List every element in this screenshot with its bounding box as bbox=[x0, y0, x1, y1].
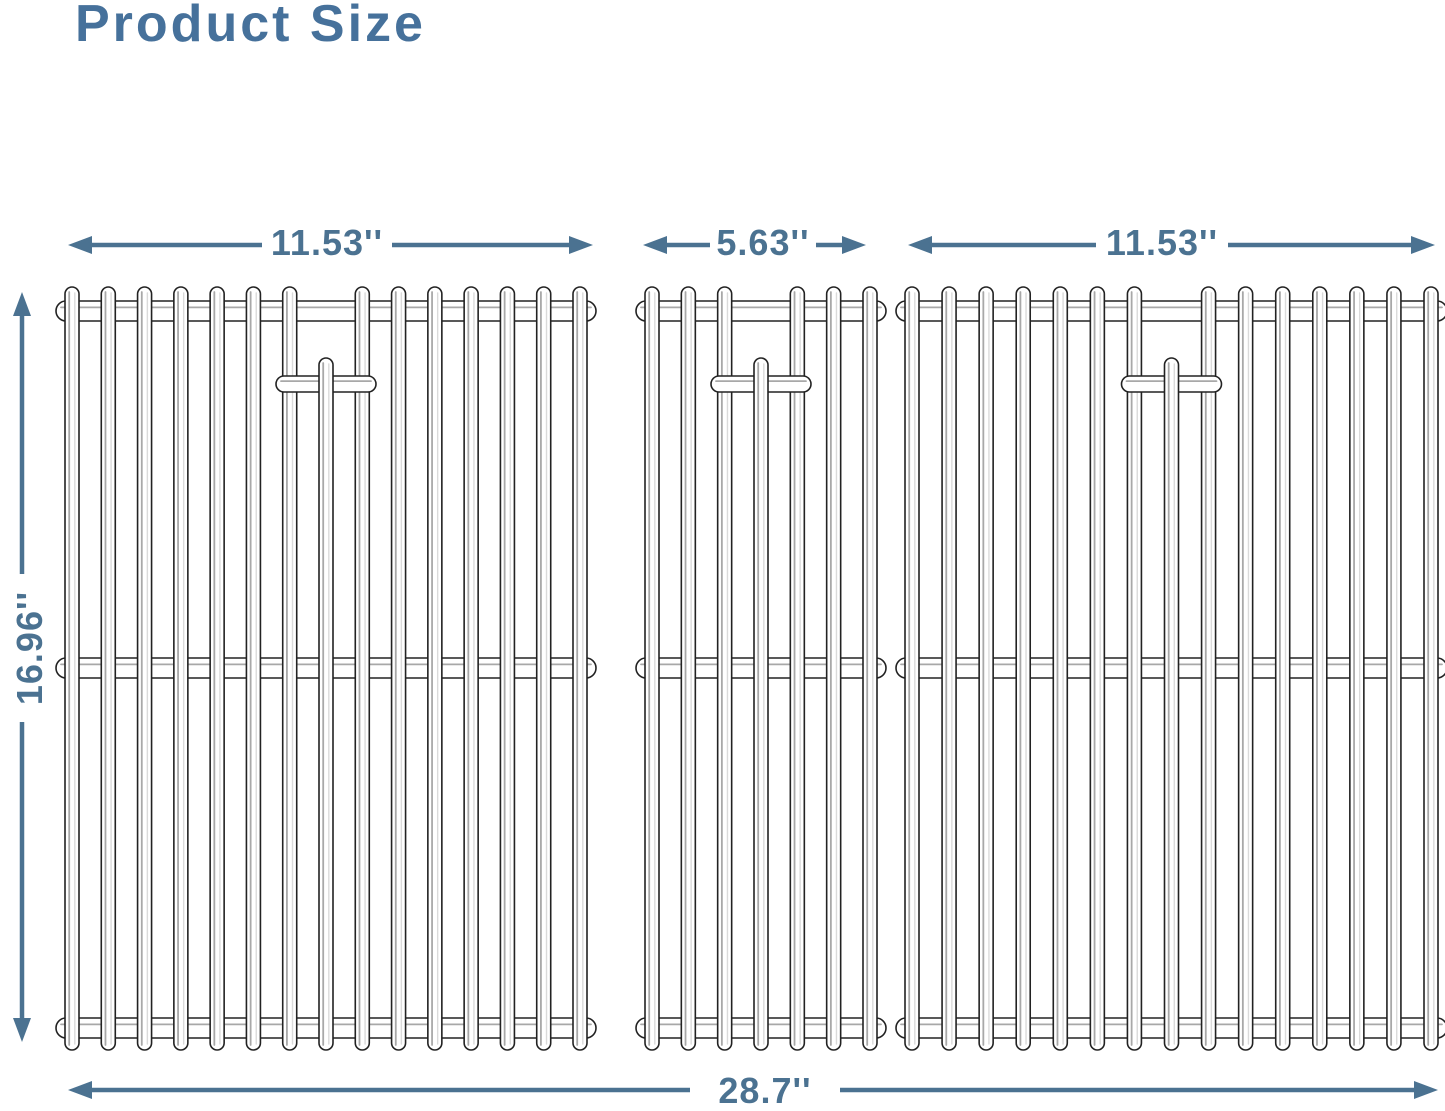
grate-rod bbox=[245, 286, 262, 1051]
dimension-label-panel-height: 16.96'' bbox=[9, 584, 50, 712]
grate-rod bbox=[789, 286, 806, 1051]
grate-rod bbox=[281, 286, 298, 1051]
grate-panel-right bbox=[895, 286, 1445, 1051]
width-arrow-right-panel bbox=[908, 236, 1435, 254]
grate-rod bbox=[535, 286, 552, 1051]
grate-rod bbox=[1311, 286, 1328, 1051]
dimension-label-right-panel-width: 11.53'' bbox=[1099, 223, 1225, 263]
dimension-label-left-panel-width: 11.53'' bbox=[264, 223, 390, 263]
total-width-arrow bbox=[68, 1081, 1438, 1099]
grate-rod bbox=[1089, 286, 1106, 1051]
grate-panel-middle bbox=[635, 286, 887, 1051]
grate-rod bbox=[1274, 286, 1291, 1051]
grate-rod bbox=[716, 286, 733, 1051]
grate-rod bbox=[1200, 286, 1217, 1051]
grate-rod bbox=[318, 357, 334, 1051]
grate-rod bbox=[499, 286, 516, 1051]
grate-rod bbox=[644, 286, 660, 1051]
grate-rod bbox=[978, 286, 994, 1051]
grate-rod bbox=[173, 286, 189, 1051]
grate-rod bbox=[572, 286, 588, 1051]
width-arrow-middle-panel bbox=[643, 236, 866, 254]
width-arrow-left-panel bbox=[68, 236, 593, 254]
grate-rod bbox=[463, 286, 479, 1051]
grate-rod bbox=[390, 286, 407, 1051]
grate-rod bbox=[1015, 286, 1032, 1051]
grate-rod bbox=[209, 286, 225, 1051]
grate-rod bbox=[100, 286, 117, 1051]
dimension-label-middle-panel-width: 5.63'' bbox=[710, 223, 816, 263]
grate-rod bbox=[680, 286, 697, 1051]
grate-rod bbox=[753, 357, 769, 1051]
grate-rod bbox=[941, 286, 957, 1051]
grate-rod bbox=[1423, 286, 1439, 1051]
grate-rod bbox=[862, 286, 878, 1051]
grate-rod bbox=[1386, 286, 1402, 1051]
crossbar-top bbox=[635, 300, 887, 322]
grate-rod bbox=[354, 286, 371, 1051]
grate-panel-left bbox=[55, 286, 597, 1051]
grate-rod bbox=[1052, 286, 1069, 1051]
grate-rod bbox=[427, 286, 443, 1051]
grate-rod bbox=[825, 286, 842, 1051]
height-arrow bbox=[13, 292, 31, 1042]
grate-rod bbox=[64, 286, 80, 1051]
grate-rod bbox=[1163, 357, 1180, 1051]
crossbar-top bbox=[895, 300, 1445, 322]
grate-rod bbox=[1237, 286, 1254, 1051]
grate-rod bbox=[1349, 286, 1365, 1051]
dimension-label-total-width: 28.7'' bbox=[712, 1071, 818, 1111]
page-title: Product Size bbox=[75, 0, 426, 53]
grate-rod bbox=[904, 286, 920, 1051]
grate-rod bbox=[1126, 286, 1143, 1051]
grate-rod bbox=[136, 286, 153, 1051]
